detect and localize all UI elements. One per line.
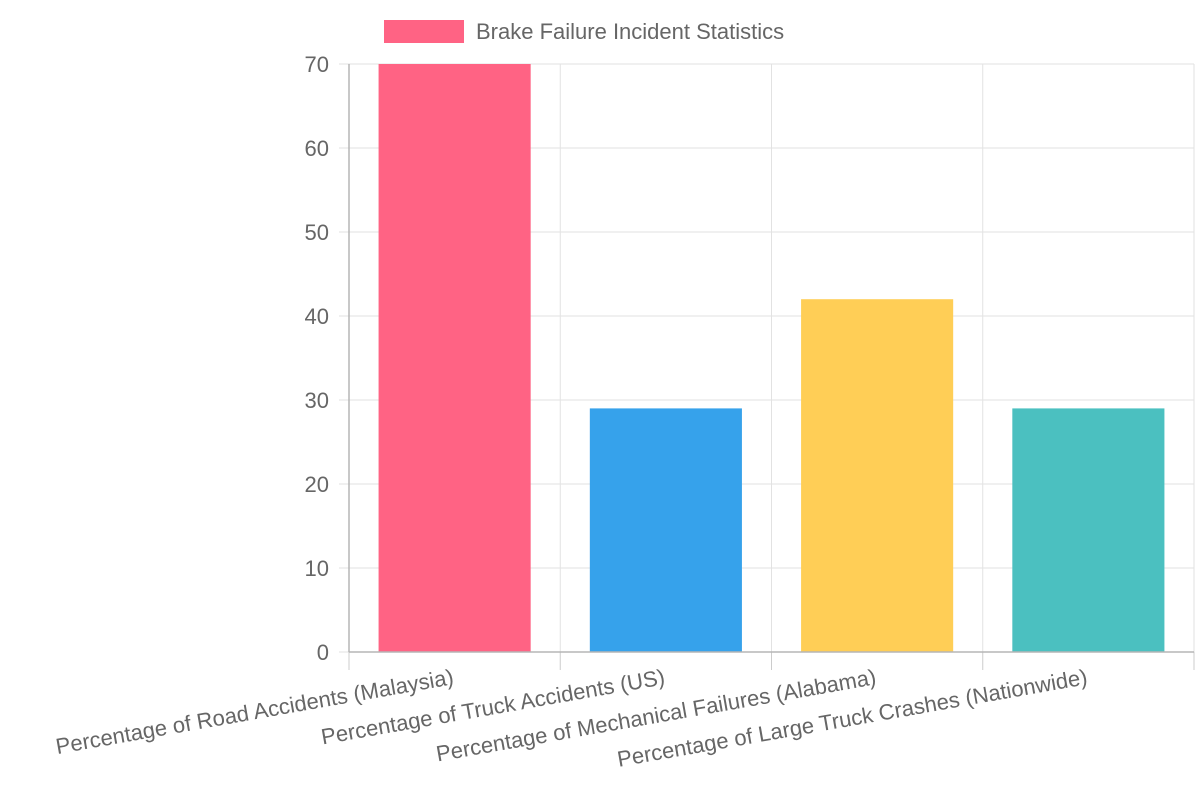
y-tick-label: 10 — [305, 556, 329, 581]
bar[interactable] — [378, 64, 531, 652]
y-tick-label: 60 — [305, 136, 329, 161]
y-tick-label: 70 — [305, 52, 329, 77]
bar[interactable] — [589, 408, 742, 652]
y-tick-label: 40 — [305, 304, 329, 329]
bar[interactable] — [1012, 408, 1165, 652]
bar-layer — [378, 64, 1165, 652]
y-tick-label: 20 — [305, 472, 329, 497]
legend-swatch[interactable] — [384, 20, 464, 43]
legend-label[interactable]: Brake Failure Incident Statistics — [476, 19, 784, 44]
legend[interactable]: Brake Failure Incident Statistics — [384, 19, 784, 44]
bar[interactable] — [801, 299, 954, 652]
y-tick-label: 0 — [317, 640, 329, 665]
y-tick-label: 50 — [305, 220, 329, 245]
y-tick-label: 30 — [305, 388, 329, 413]
